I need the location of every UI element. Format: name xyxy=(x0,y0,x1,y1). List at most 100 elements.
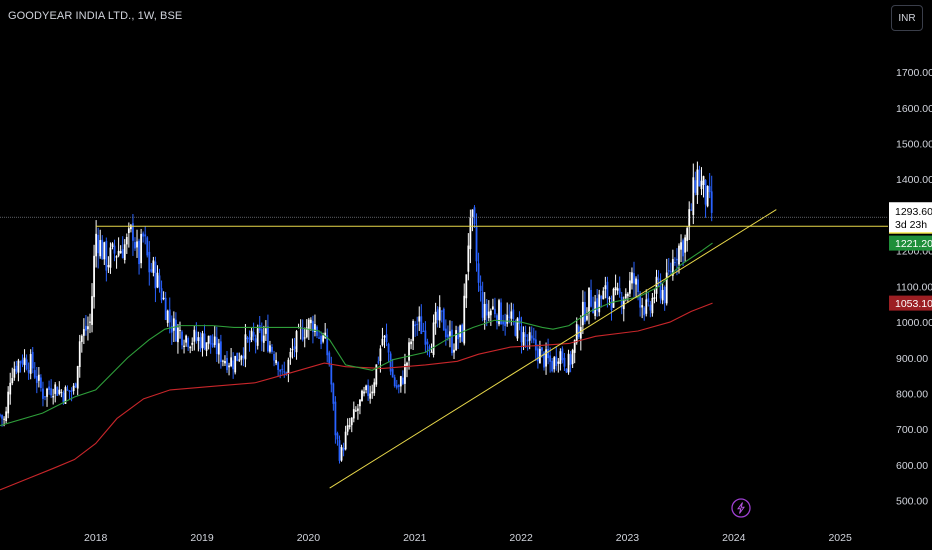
candle-body xyxy=(97,234,100,254)
candle-body xyxy=(391,369,394,378)
candle-body xyxy=(115,256,118,258)
candle-body xyxy=(426,341,429,345)
candle-body xyxy=(553,357,556,370)
candle-body xyxy=(565,368,568,373)
candle-body xyxy=(93,255,95,298)
candle-body xyxy=(633,273,635,284)
candle-body xyxy=(80,335,83,342)
ma-long-price-tag: 1053.10 xyxy=(889,295,932,311)
ma-short-price-tag-bg xyxy=(889,235,932,251)
candle-body xyxy=(350,417,353,426)
candle-body xyxy=(242,355,245,359)
candle-body xyxy=(661,289,664,301)
y-axis[interactable]: 500.00 600.00 700.00 800.00 900.00 1000.00 110… xyxy=(896,67,932,507)
candle-body xyxy=(238,359,241,361)
candle-body xyxy=(598,294,601,313)
candle-body xyxy=(377,361,380,363)
candle-body xyxy=(199,337,202,350)
candle-body xyxy=(142,233,145,237)
candle-body xyxy=(649,304,652,311)
x-tick-label: 2018 xyxy=(84,532,108,544)
candle-body xyxy=(692,177,695,216)
candle-body xyxy=(70,390,73,392)
candle-body xyxy=(373,382,376,394)
candle-body xyxy=(35,376,38,383)
ma-long-price-tag-label: 1053.10 xyxy=(895,298,932,310)
candle-body xyxy=(352,409,355,419)
candle-body xyxy=(152,260,155,273)
candle-body xyxy=(688,209,691,228)
candle-body xyxy=(610,301,613,311)
candle-body xyxy=(573,340,576,353)
candle-body xyxy=(254,338,257,343)
candle-body xyxy=(191,342,194,345)
candle-body xyxy=(281,368,284,370)
candle-body xyxy=(314,324,316,332)
candle-body xyxy=(78,341,81,367)
candle-body xyxy=(285,372,288,375)
currency-button[interactable]: INR xyxy=(891,5,923,31)
ma-short-line xyxy=(0,242,713,427)
candles-layer xyxy=(0,161,713,464)
candle-body xyxy=(232,360,235,370)
candle-body xyxy=(307,319,310,330)
candle-body xyxy=(62,392,65,402)
candle-body xyxy=(528,332,531,341)
candle-body xyxy=(295,331,298,353)
candle-body xyxy=(408,342,410,361)
x-axis[interactable]: 2018 2019 2020 2021 2022 2023 2024 2025 xyxy=(84,532,852,544)
lightning-bolt-icon[interactable] xyxy=(731,498,751,518)
candle-body xyxy=(89,321,91,323)
candle-body xyxy=(397,385,400,387)
candle-body xyxy=(19,361,22,363)
candle-body xyxy=(17,360,20,373)
candle-body xyxy=(195,331,198,341)
x-tick-label: 2020 xyxy=(297,532,321,544)
candle-body xyxy=(103,242,106,260)
candle-body xyxy=(487,311,490,319)
candle-body xyxy=(50,388,53,396)
candle-body xyxy=(494,308,496,315)
candle-body xyxy=(283,371,286,373)
candle-body xyxy=(64,387,67,404)
candle-body xyxy=(651,297,654,314)
candle-body xyxy=(563,357,566,367)
candle-body xyxy=(389,353,392,372)
candle-body xyxy=(119,251,122,254)
candle-body xyxy=(469,217,472,250)
candle-body xyxy=(58,389,61,394)
candle-body xyxy=(602,290,605,300)
last-price-tag-bg xyxy=(889,202,932,233)
candle-body xyxy=(107,265,110,268)
candle-body xyxy=(557,361,560,364)
x-tick-label: 2019 xyxy=(190,532,214,544)
candle-body xyxy=(629,280,631,294)
ma-short-price-tag: 1221.20 xyxy=(889,235,932,251)
candle-body xyxy=(678,245,680,265)
candle-body xyxy=(338,440,341,461)
candle-body xyxy=(498,300,500,325)
candle-body xyxy=(82,329,85,336)
candle-body xyxy=(590,290,592,307)
candle-body xyxy=(365,385,367,391)
candle-body xyxy=(168,309,171,323)
candle-body xyxy=(84,325,87,331)
candle-body xyxy=(588,287,590,314)
candle-body xyxy=(543,352,545,368)
candle-body xyxy=(125,236,128,245)
candle-body xyxy=(710,191,713,213)
candle-body xyxy=(500,302,502,325)
candle-body xyxy=(424,330,427,345)
candle-body xyxy=(222,360,224,362)
candle-body xyxy=(387,343,390,353)
candle-body xyxy=(140,233,143,264)
candle-body xyxy=(682,240,684,257)
candle-body xyxy=(620,296,623,308)
candle-body xyxy=(534,339,537,351)
candle-body xyxy=(518,317,521,325)
y-tick-label: 700.00 xyxy=(896,424,928,436)
candle-body xyxy=(273,354,275,361)
candle-body xyxy=(559,351,562,364)
candle-body xyxy=(197,337,200,342)
